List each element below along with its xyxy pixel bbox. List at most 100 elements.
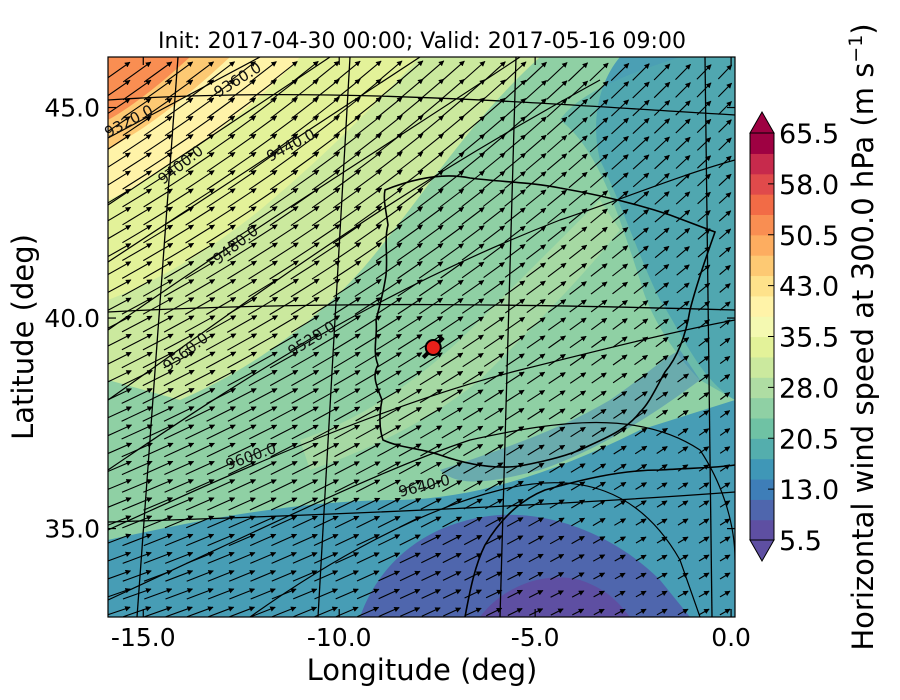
wind-arrow	[418, 243, 444, 261]
wind-arrow	[313, 534, 339, 546]
wind-arrow	[503, 134, 527, 154]
wind-arrow	[505, 389, 525, 403]
wind-arrow	[248, 169, 278, 191]
wind-arrow	[333, 315, 361, 333]
wind-arrow	[464, 589, 482, 599]
wind-arrow	[505, 371, 525, 385]
wind-arrow	[206, 170, 236, 190]
wind-arrow	[548, 390, 566, 402]
wind-arrow	[333, 97, 361, 119]
wind-arrow	[656, 590, 668, 598]
wind-arrow	[677, 355, 690, 365]
wind-arrow	[143, 533, 173, 547]
wind-arrow	[122, 206, 152, 226]
wind-arrow	[399, 552, 421, 564]
wind-arrow	[355, 461, 381, 475]
wind-arrow	[290, 315, 320, 333]
colorbar-segment	[750, 234, 774, 256]
wind-arrow	[108, 279, 132, 293]
wind-arrow	[142, 315, 174, 333]
wind-arrow	[613, 427, 627, 437]
wind-arrow	[226, 315, 258, 333]
wind-arrow	[633, 300, 649, 312]
wind-arrow	[719, 536, 731, 544]
wind-arrow	[418, 279, 444, 297]
wind-arrow	[164, 551, 194, 564]
wind-arrow	[568, 208, 588, 224]
wind-arrow	[376, 388, 402, 404]
wind-arrow	[698, 428, 710, 436]
wind-arrow	[290, 333, 320, 351]
wind-arrow	[333, 370, 361, 386]
wind-arrow	[334, 406, 361, 422]
wind-arrow	[334, 479, 360, 493]
chart-title: Init: 2017-04-30 00:00; Valid: 2017-05-1…	[158, 29, 686, 54]
wind-arrow	[719, 590, 731, 598]
wind-arrow	[719, 572, 731, 580]
wind-arrow	[184, 297, 216, 315]
wind-arrow	[590, 208, 608, 224]
wind-arrow	[697, 264, 711, 276]
wind-arrow	[485, 589, 503, 599]
speed-band-lowest-south	[360, 514, 690, 617]
wind-arrow	[546, 62, 568, 82]
wind-arrow	[675, 155, 691, 169]
wind-arrow	[143, 569, 173, 582]
wind-arrow	[121, 297, 153, 315]
wind-arrow	[248, 206, 278, 226]
wind-arrow	[675, 118, 691, 134]
wind-arrow	[632, 190, 650, 206]
wind-arrow	[290, 224, 320, 244]
wind-arrow	[570, 390, 587, 402]
wind-arrow	[270, 115, 299, 137]
wind-arrow	[613, 500, 627, 508]
wind-arrow	[227, 242, 257, 262]
wind-arrow	[333, 333, 361, 351]
wind-arrow	[142, 424, 174, 440]
wind-arrow	[269, 260, 299, 280]
wind-arrow	[590, 245, 608, 259]
wind-arrow	[719, 446, 731, 454]
wind-arrow	[186, 606, 214, 617]
wind-arrow	[549, 444, 566, 456]
wind-arrow	[121, 460, 153, 476]
wind-arrow	[292, 515, 318, 529]
wind-arrow	[165, 569, 194, 582]
wind-arrow	[122, 188, 152, 208]
wind-arrow	[269, 206, 299, 226]
wind-arrow	[656, 500, 668, 508]
wind-arrow	[142, 279, 174, 297]
wind-arrow	[250, 570, 277, 582]
wind-arrow	[635, 518, 647, 526]
wind-arrow	[206, 260, 237, 280]
wind-arrow	[568, 153, 588, 171]
wind-arrow	[228, 570, 256, 582]
wind-arrow	[485, 553, 503, 563]
wind-arrow	[185, 479, 215, 493]
wind-arrow	[248, 151, 278, 173]
wind-arrow	[185, 424, 216, 440]
wind-arrow	[313, 497, 339, 511]
wind-arrow	[547, 262, 567, 278]
wind-arrow	[440, 243, 464, 261]
wind-arrow	[676, 318, 690, 330]
wind-arrow	[163, 279, 195, 297]
colorbar-segment	[750, 458, 774, 480]
wind-arrow	[549, 463, 565, 473]
wind-arrow	[440, 297, 464, 315]
wind-arrow	[656, 554, 668, 562]
wind-arrow	[420, 425, 443, 439]
wind-arrow	[311, 205, 341, 227]
wind-arrow	[165, 606, 193, 617]
wind-arrow	[356, 515, 380, 529]
wind-arrow	[611, 227, 629, 241]
wind-arrow	[527, 408, 545, 420]
wind-arrow	[719, 355, 731, 365]
wind-arrow	[312, 333, 340, 351]
wind-arrow	[312, 388, 340, 404]
wind-arrow	[228, 479, 257, 493]
wind-arrow	[186, 551, 215, 564]
wind-arrow	[504, 171, 526, 189]
wind-arrow	[269, 296, 299, 316]
wind-arrow	[654, 264, 670, 276]
